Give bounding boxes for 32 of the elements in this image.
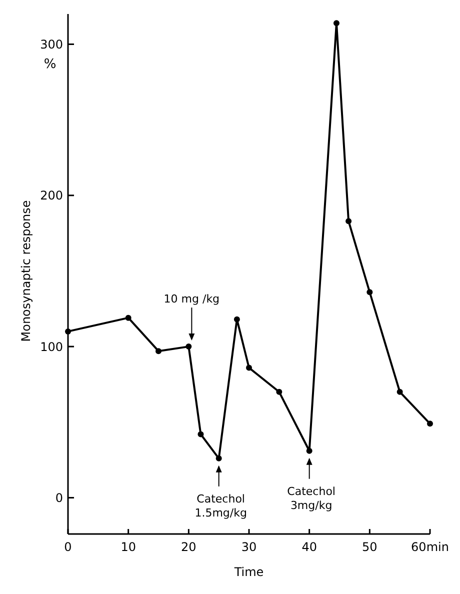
- y-tick-label: 0: [55, 490, 63, 505]
- y-tick-label: 200: [40, 188, 63, 203]
- x-tick-label: 60min: [411, 540, 449, 554]
- point: [306, 448, 312, 454]
- point: [346, 218, 352, 224]
- point: [65, 328, 71, 334]
- x-axis-title: Time: [233, 565, 264, 579]
- point: [366, 289, 373, 296]
- annotation: 10 mg /kg: [164, 292, 220, 306]
- point: [186, 344, 192, 350]
- point: [234, 316, 240, 322]
- point: [333, 20, 340, 26]
- y-axis-title: Monosynaptic response: [19, 200, 33, 342]
- point: [427, 420, 433, 427]
- y-tick-label: 300: [40, 37, 63, 52]
- point: [125, 314, 132, 321]
- x-tick-label: 50: [362, 540, 378, 554]
- text: %: [44, 57, 56, 72]
- x-tick-label: 40: [302, 540, 317, 554]
- x-tick-label: 10: [120, 540, 136, 554]
- y-tick-label: 100: [40, 340, 63, 354]
- point: [276, 388, 282, 395]
- point: [246, 364, 252, 371]
- point: [198, 431, 204, 438]
- annotation: Catechol 3mg/kg: [287, 484, 336, 512]
- x-tick-label: 30: [241, 540, 257, 554]
- point: [396, 388, 403, 395]
- point: [156, 348, 162, 354]
- x-tick-label: 0: [64, 540, 72, 554]
- annotation: Catechol 1.5mg/kg: [194, 492, 247, 520]
- point: [216, 455, 222, 462]
- x-tick-label: 20: [181, 540, 196, 554]
